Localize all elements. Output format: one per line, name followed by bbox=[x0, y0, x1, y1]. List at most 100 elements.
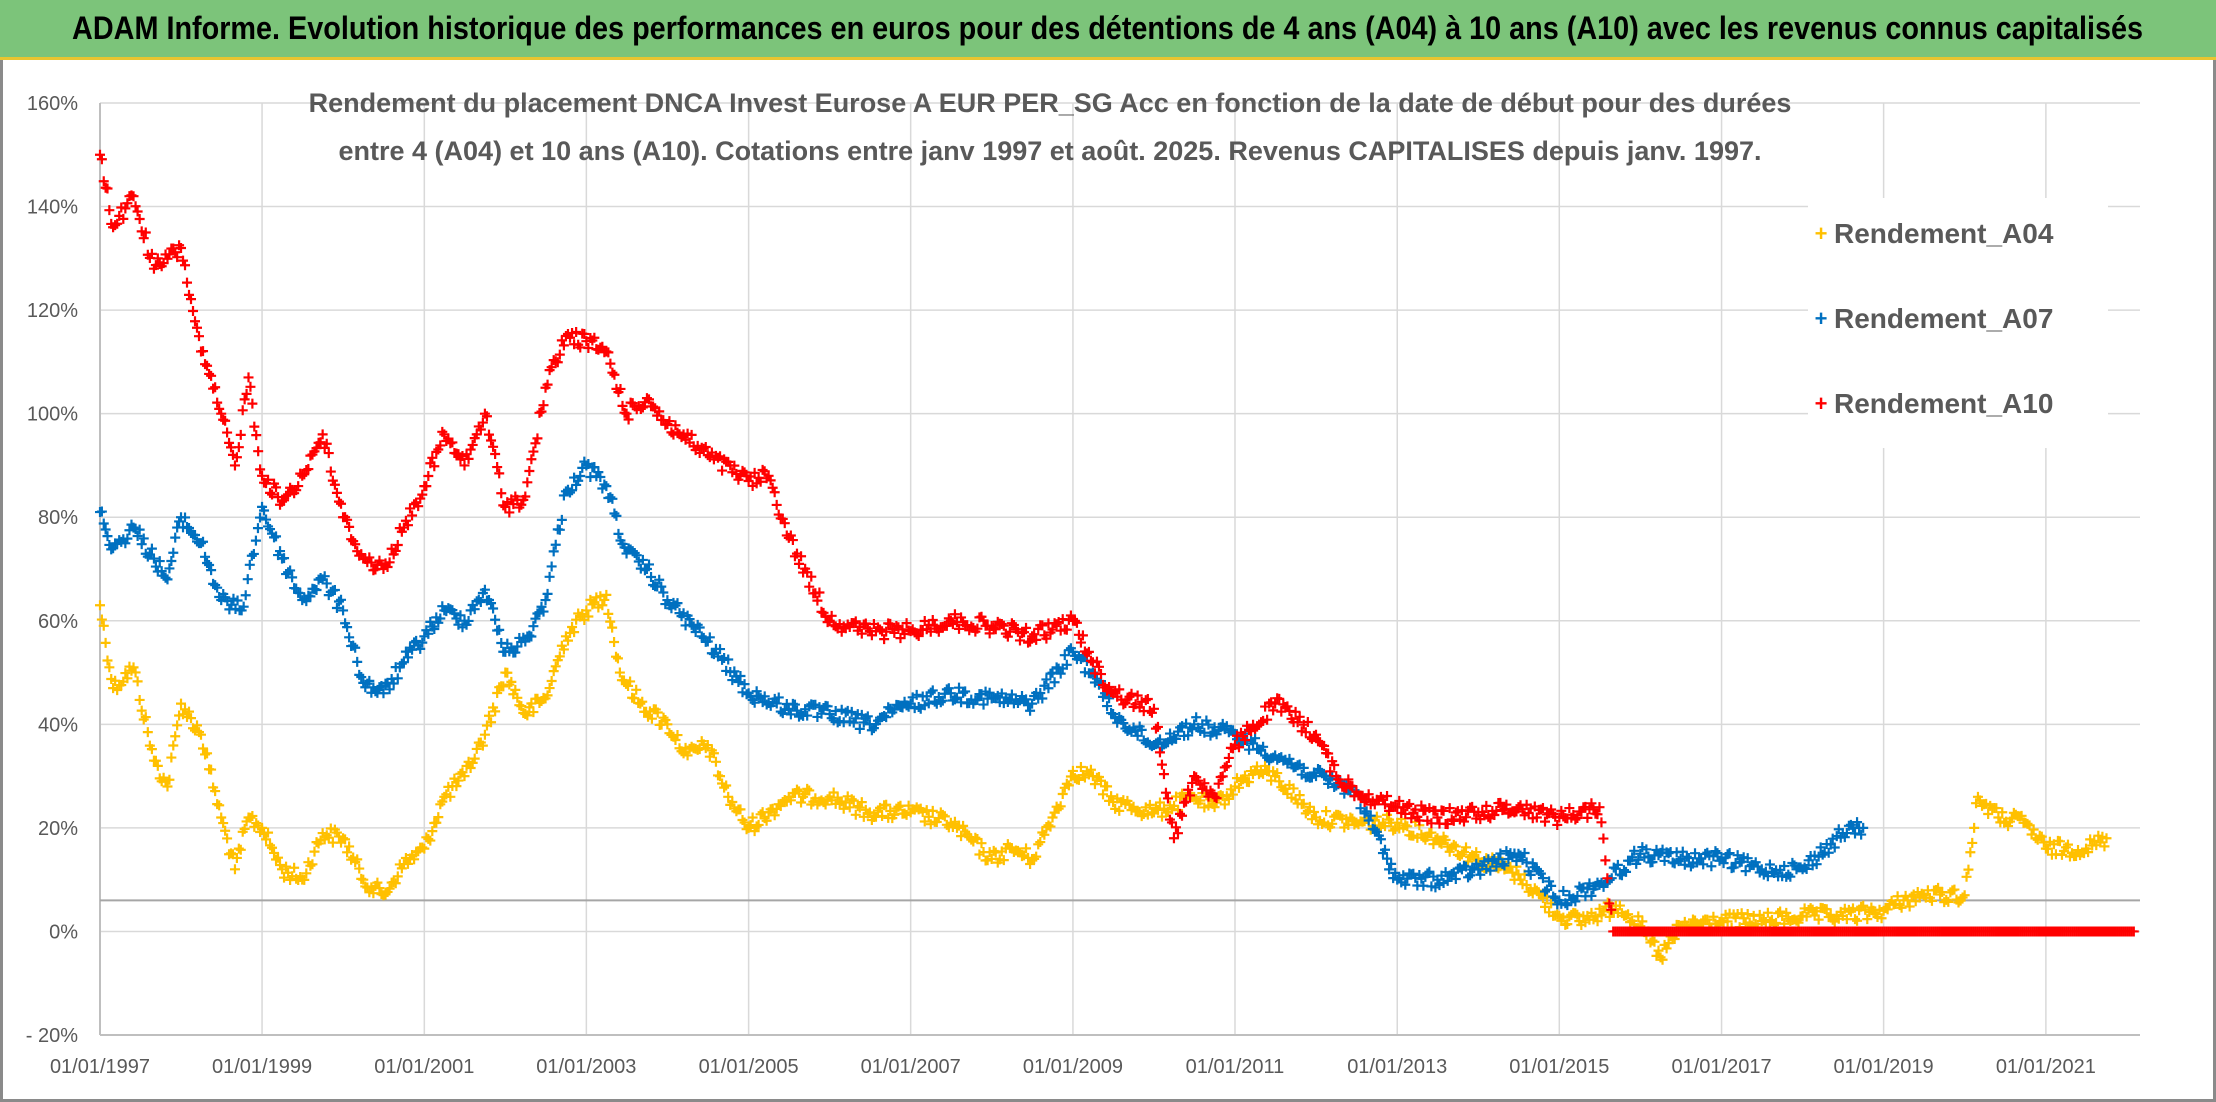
data-point bbox=[429, 461, 440, 472]
data-point bbox=[486, 598, 497, 609]
data-point bbox=[567, 485, 578, 496]
data-point bbox=[739, 679, 750, 690]
data-point bbox=[1311, 729, 1322, 740]
data-point bbox=[502, 667, 513, 678]
data-point bbox=[1446, 868, 1457, 879]
data-point bbox=[1041, 633, 1052, 644]
data-point bbox=[1292, 717, 1303, 728]
data-point bbox=[1637, 916, 1648, 927]
data-point bbox=[536, 406, 547, 417]
data-point bbox=[1106, 791, 1117, 802]
data-point bbox=[265, 487, 276, 498]
data-point bbox=[1570, 896, 1581, 907]
data-point bbox=[1262, 714, 1273, 725]
data-point bbox=[120, 203, 131, 214]
data-point bbox=[160, 572, 171, 583]
data-point bbox=[122, 533, 133, 544]
data-point bbox=[469, 604, 480, 615]
data-point bbox=[996, 618, 1007, 629]
data-point bbox=[336, 594, 347, 605]
data-point bbox=[471, 743, 482, 754]
data-point bbox=[1793, 917, 1804, 928]
data-point bbox=[715, 771, 726, 782]
data-point bbox=[897, 624, 908, 635]
data-point bbox=[338, 605, 349, 616]
data-point bbox=[134, 213, 145, 224]
data-point bbox=[331, 487, 342, 498]
data-point bbox=[128, 662, 139, 673]
data-point bbox=[356, 672, 367, 683]
data-point bbox=[1006, 689, 1017, 700]
data-point bbox=[164, 249, 175, 260]
data-point bbox=[1025, 705, 1036, 716]
data-point bbox=[1081, 648, 1092, 659]
data-point bbox=[850, 616, 861, 627]
data-point bbox=[423, 628, 434, 639]
data-point bbox=[1047, 812, 1058, 823]
data-point bbox=[1363, 815, 1374, 826]
data-point bbox=[1219, 762, 1230, 773]
data-point bbox=[184, 522, 195, 533]
data-point bbox=[998, 855, 1009, 866]
data-point bbox=[1754, 909, 1765, 920]
legend-item-a07: + Rendement_A07 bbox=[1808, 303, 2054, 335]
data-point bbox=[1647, 857, 1658, 868]
data-point bbox=[1209, 791, 1220, 802]
data-point bbox=[1075, 761, 1086, 772]
data-point bbox=[510, 684, 521, 695]
data-point bbox=[299, 874, 310, 885]
data-point bbox=[601, 481, 612, 492]
data-point bbox=[589, 462, 600, 473]
data-point bbox=[344, 632, 355, 643]
data-point bbox=[1450, 841, 1461, 852]
data-point bbox=[423, 833, 434, 844]
data-point bbox=[794, 786, 805, 797]
data-point bbox=[889, 627, 900, 638]
data-point bbox=[937, 809, 948, 820]
data-point bbox=[1537, 873, 1548, 884]
data-point bbox=[1785, 871, 1796, 882]
data-point bbox=[166, 555, 177, 566]
data-point bbox=[388, 678, 399, 689]
data-point bbox=[1075, 654, 1086, 665]
data-point bbox=[1501, 799, 1512, 810]
data-point bbox=[1552, 819, 1563, 830]
data-point bbox=[222, 427, 233, 438]
data-point bbox=[1325, 766, 1336, 777]
data-point bbox=[168, 547, 179, 558]
data-point bbox=[1404, 798, 1415, 809]
data-point bbox=[1323, 778, 1334, 789]
data-point bbox=[654, 406, 665, 417]
data-point bbox=[581, 460, 592, 471]
data-point bbox=[281, 490, 292, 501]
data-point bbox=[382, 561, 393, 572]
data-point bbox=[913, 701, 924, 712]
y-tick-label: 120% bbox=[27, 300, 78, 322]
data-point bbox=[1511, 855, 1522, 866]
data-point bbox=[220, 825, 231, 836]
chart-title-line-2: entre 4 (A04) et 10 ans (A10). Cotations… bbox=[338, 136, 1762, 166]
data-point bbox=[1258, 741, 1269, 752]
data-point bbox=[1683, 853, 1694, 864]
data-point bbox=[1943, 896, 1954, 907]
data-point bbox=[208, 383, 219, 394]
data-point bbox=[891, 621, 902, 632]
data-point bbox=[1154, 797, 1165, 808]
data-point bbox=[637, 402, 648, 413]
data-point bbox=[138, 233, 149, 244]
data-point bbox=[516, 499, 527, 510]
data-point bbox=[2042, 843, 2053, 854]
data-point bbox=[1199, 778, 1210, 789]
data-point bbox=[771, 698, 782, 709]
data-point bbox=[237, 405, 248, 416]
data-point bbox=[200, 359, 211, 370]
data-point bbox=[1282, 701, 1293, 712]
data-point bbox=[611, 651, 622, 662]
data-point bbox=[496, 488, 507, 499]
x-tick-label: 01/01/2001 bbox=[374, 1056, 474, 1078]
data-point bbox=[340, 834, 351, 845]
data-point bbox=[1471, 858, 1482, 869]
data-point bbox=[611, 510, 622, 521]
data-point bbox=[344, 521, 355, 532]
data-point bbox=[958, 687, 969, 698]
